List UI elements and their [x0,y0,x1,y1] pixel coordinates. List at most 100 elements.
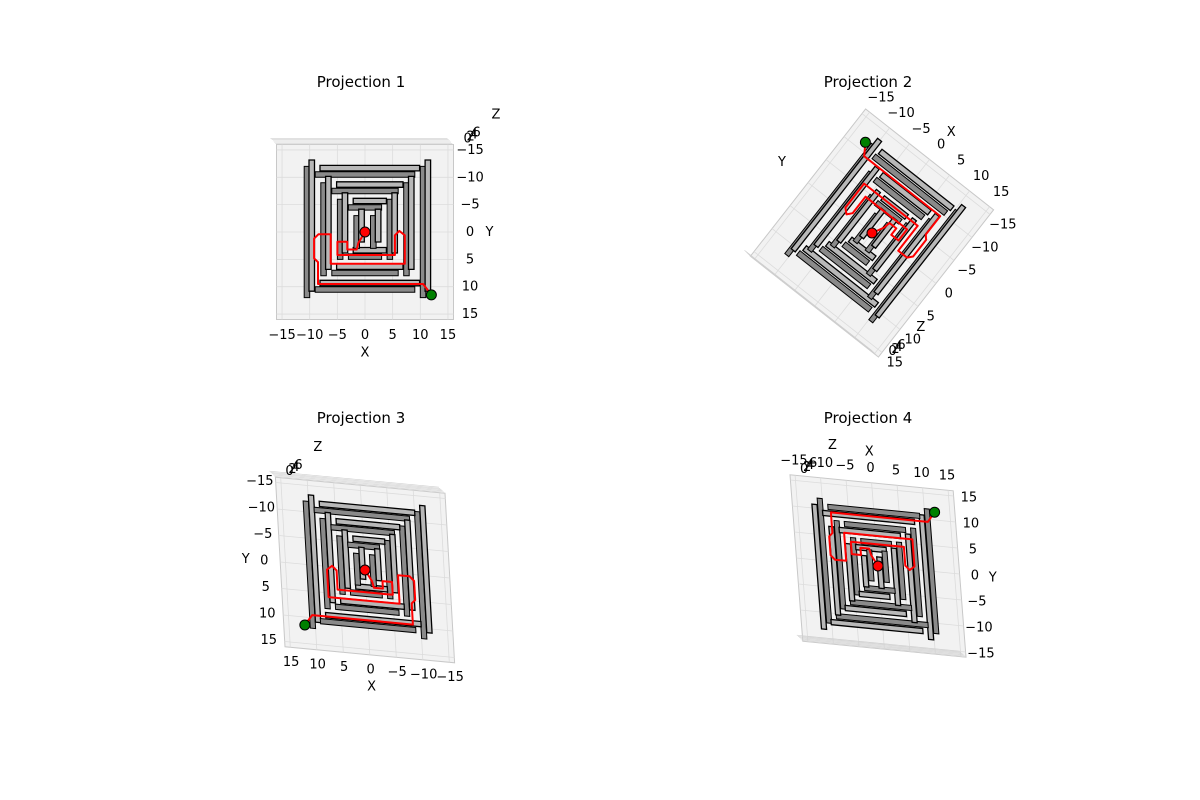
x-axis-label: X [367,680,376,695]
wall-top [352,197,388,205]
x-tick-label: 5 [892,464,900,479]
x-axis-label: X [361,345,370,360]
x-tick-label: 0 [366,663,374,678]
wall-top [877,148,955,212]
y-axis-label: Y [988,570,997,585]
solution-path [313,229,433,296]
wall-base [320,182,327,277]
x-tick-label: −15 [867,90,894,105]
z-tick-label: 0 [463,131,471,146]
start-marker [859,136,871,148]
x-tick-label: −15 [268,328,295,343]
grid-line [284,641,455,658]
z-tick-label: 0 [888,344,896,359]
pane-edge [802,640,967,658]
goal-marker [359,226,371,238]
wall-base [303,165,311,299]
x-tick-label: 15 [440,328,457,343]
z-tick-label: 4 [291,460,299,475]
x-tick-label: −10 [806,456,833,471]
y-tick-label: −5 [253,527,272,542]
y-tick-label: 5 [262,580,270,595]
wall-top [373,547,383,582]
wall-top [319,164,421,172]
z-axis-label: Z [313,440,322,455]
pane-edge [274,475,444,493]
wall-top [918,513,935,641]
wall-base [872,176,926,221]
wall-base [841,241,871,267]
grid-line [947,490,962,657]
y-tick-label: −15 [967,647,994,662]
panel-title-1: Projection 1 [316,73,406,91]
solution-path [844,142,942,259]
wall-top [335,181,404,188]
y-tick-label: −15 [456,143,483,158]
start-marker [425,289,437,301]
wall-top [308,159,316,292]
y-tick-label: 10 [259,607,276,622]
y-tick-label: −10 [971,240,998,255]
wall-top [335,263,404,271]
solution-path [303,564,417,626]
y-tick-label: −10 [965,621,992,636]
z-tick-label: 6 [897,338,905,353]
x-tick-label: 5 [340,660,348,675]
pane-edge [801,639,965,657]
pane-edge [270,472,441,489]
pane-edge [744,249,873,352]
wall-top [391,192,399,254]
wall-top [854,543,888,554]
solution-path [828,511,936,572]
start-marker [929,506,941,518]
z-tick-label: 0 [285,464,293,479]
x-tick-label: −5 [912,122,931,137]
y-tick-label: −5 [957,263,976,278]
z-tick-label: 6 [472,125,480,140]
wall-top [874,203,967,319]
wall-top [860,554,870,588]
panel-title-4: Projection 4 [823,409,913,427]
wall-top [335,517,401,531]
y-tick-label: 15 [961,491,978,506]
pane-edge [796,634,961,652]
panel-title-2: Projection 2 [823,73,913,91]
z-tick-label: 2 [891,342,899,357]
wall-base [795,249,873,313]
wall-top [847,236,877,262]
pane-edge [797,636,962,653]
x-tick-label: −15 [780,454,807,469]
x-tick-label: −10 [296,328,323,343]
wall-top [835,188,882,245]
x-tick-label: −10 [887,106,914,121]
z-tick-label: 4 [806,458,814,473]
z-tick-label: 4 [469,127,477,142]
wall-base [871,153,949,217]
pane-edge [271,473,442,490]
wall-top [324,511,337,604]
wall-base [331,187,399,195]
z-tick-label: 2 [288,462,296,477]
wall-base [827,503,921,520]
wall-base [314,171,416,178]
grid-line [280,477,291,648]
z-tick-label: 2 [803,460,811,475]
x-tick-label: 0 [937,138,945,153]
wall-top [424,159,432,292]
y-axis-label: Y [241,552,250,567]
x-tick-label: 10 [973,169,990,184]
y-tick-label: 5 [466,252,474,267]
z-tick-label: 0 [800,462,808,477]
y-tick-label: −5 [967,595,986,610]
wall-top [418,504,433,634]
pane-edge [799,637,963,654]
z-axis-label: Z [916,320,925,335]
wall-base [334,603,400,616]
wall-base [314,286,416,293]
y-tick-label: 0 [971,569,979,584]
x-axis-label: X [947,125,956,140]
x-tick-label: 15 [283,655,300,670]
